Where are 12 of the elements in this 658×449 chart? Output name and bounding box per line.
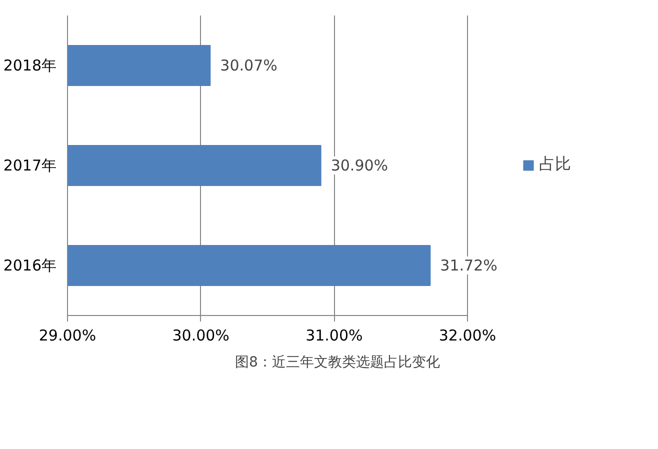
y-tick-label: 2018年 <box>3 56 57 74</box>
y-tick-label: 2017年 <box>3 156 57 174</box>
x-tick-label: 32.00% <box>438 326 496 344</box>
data-label: 30.90% <box>330 156 388 174</box>
legend-label: 占比 <box>539 154 571 175</box>
x-tick-label: 31.00% <box>306 326 363 344</box>
y-tick-label: 2016年 <box>3 256 57 274</box>
text: 图8：近三年文教类选题占比变化 <box>235 354 440 370</box>
x-tick-label: 29.00% <box>38 326 96 344</box>
data-label: 30.07% <box>220 56 278 74</box>
data-label: 31.72% <box>440 256 498 274</box>
x-tick-label: 30.00% <box>172 326 230 344</box>
